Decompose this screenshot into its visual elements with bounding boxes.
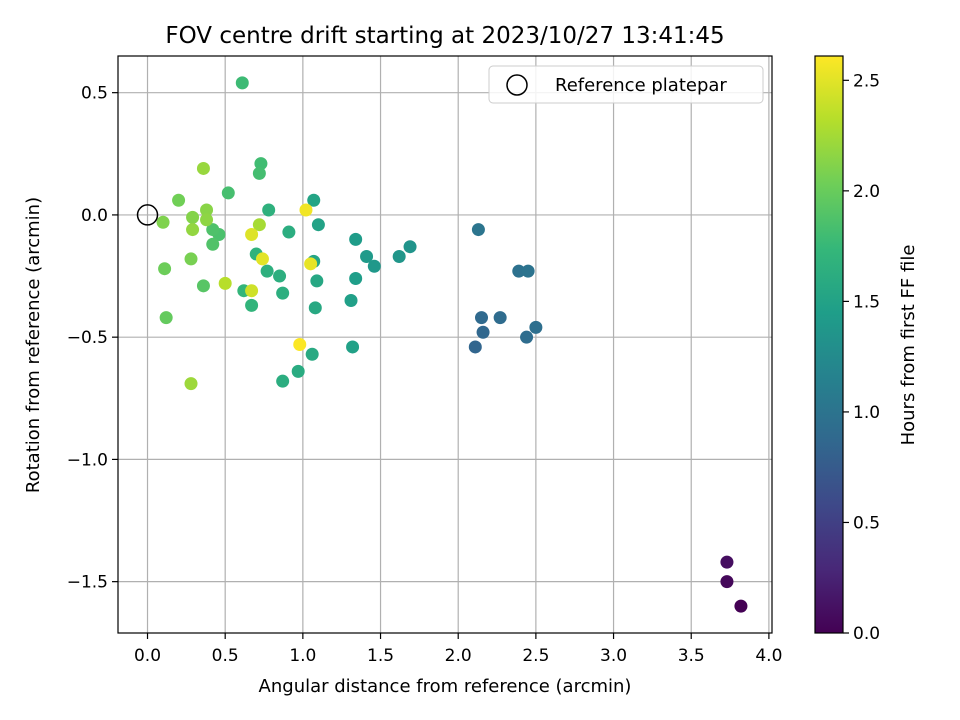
reference-point-marker xyxy=(136,204,159,226)
x-tick-label: 2.0 xyxy=(445,646,472,666)
colorbar-tick-label: 1.5 xyxy=(853,292,880,312)
scatter-points xyxy=(156,76,748,613)
scatter-point xyxy=(520,330,534,344)
scatter-point xyxy=(310,274,324,288)
y-tick-label: 0.5 xyxy=(81,84,108,104)
scatter-point xyxy=(308,301,322,315)
scatter-point xyxy=(344,293,358,307)
scatter-point xyxy=(245,284,259,298)
scatter-point xyxy=(311,218,325,232)
scatter-point xyxy=(367,259,381,273)
y-axis-label: Rotation from reference (arcmin) xyxy=(23,197,44,493)
scatter-point xyxy=(260,264,274,278)
scatter-point xyxy=(252,166,266,180)
scatter-point xyxy=(186,223,200,237)
x-tick-label: 1.0 xyxy=(289,646,316,666)
scatter-point xyxy=(254,157,268,171)
scatter-point xyxy=(282,225,296,239)
scatter-point xyxy=(299,203,313,217)
y-tick-label: −1.5 xyxy=(67,573,108,593)
scatter-point xyxy=(158,262,172,276)
scatter-point xyxy=(493,311,507,325)
scatter-point xyxy=(273,269,287,283)
scatter-point xyxy=(291,364,305,378)
colorbar-tick-label: 1.0 xyxy=(853,403,880,423)
scatter-point xyxy=(521,264,535,278)
x-tick-label: 3.0 xyxy=(600,646,627,666)
plot-background xyxy=(118,56,772,633)
scatter-point xyxy=(529,320,543,334)
scatter-point xyxy=(403,240,417,254)
x-axis-label: Angular distance from reference (arcmin) xyxy=(259,676,632,697)
scatter-point xyxy=(186,210,200,224)
scatter-point xyxy=(276,286,290,300)
scatter-point xyxy=(293,338,307,351)
x-tick-label: 3.5 xyxy=(678,646,705,666)
y-tick-label: 0.0 xyxy=(81,206,108,226)
legend-label: Reference platepar xyxy=(555,75,727,96)
scatter-point xyxy=(184,377,198,391)
scatter-point xyxy=(720,575,734,589)
scatter-point xyxy=(184,252,198,266)
scatter-point xyxy=(305,347,319,361)
scatter-point xyxy=(252,218,266,232)
colorbar-tick-label: 0.0 xyxy=(853,624,880,644)
x-tick-label: 1.5 xyxy=(367,646,394,666)
scatter-point xyxy=(172,193,186,207)
colorbar: 0.0 0.5 1.0 1.5 2.0 2.5 Hours from first FF f… xyxy=(814,55,919,644)
scatter-point xyxy=(218,276,232,290)
scatter-point xyxy=(304,257,318,271)
scatter-point xyxy=(476,325,490,339)
scatter-point xyxy=(307,193,321,207)
scatter-point xyxy=(200,213,214,227)
colorbar-ticks: 0.0 0.5 1.0 1.5 2.0 2.5 xyxy=(843,71,880,644)
scatter-point xyxy=(206,237,220,251)
scatter-point xyxy=(262,203,276,217)
scatter-point xyxy=(734,599,748,613)
scatter-point xyxy=(156,215,170,229)
x-tick-label: 0.0 xyxy=(134,646,161,666)
scatter-point xyxy=(159,311,173,325)
scatter-point xyxy=(346,340,360,354)
x-tick-label: 4.0 xyxy=(755,646,782,666)
y-tick-label: −0.5 xyxy=(67,328,108,348)
y-axis-ticks: −1.5 −1.0 −0.5 0.0 0.5 xyxy=(67,84,118,593)
x-tick-label: 0.5 xyxy=(212,646,239,666)
scatter-point xyxy=(255,252,269,266)
scatter-point xyxy=(200,203,214,217)
scatter-point xyxy=(206,223,220,237)
colorbar-label: Hours from first FF file xyxy=(898,245,919,446)
colorbar-gradient xyxy=(815,56,843,633)
colorbar-tick-label: 2.5 xyxy=(853,71,880,91)
x-axis-ticks: 0.0 0.5 1.0 1.5 2.0 2.5 3.0 3.5 4.0 xyxy=(134,633,782,666)
scatter-point xyxy=(349,232,363,246)
scatter-point xyxy=(392,249,406,263)
legend-marker-open-circle xyxy=(506,74,528,96)
scatter-point xyxy=(221,186,235,200)
scatter-point xyxy=(512,264,526,278)
scatter-point xyxy=(276,374,290,388)
scatter-point xyxy=(235,76,249,90)
scatter-point xyxy=(196,161,210,175)
scatter-point xyxy=(196,279,210,293)
scatter-point xyxy=(360,249,374,263)
colorbar-frame xyxy=(814,55,844,634)
scatter-point xyxy=(720,555,734,569)
colorbar-tick-label: 2.0 xyxy=(853,182,880,202)
x-tick-label: 2.5 xyxy=(522,646,549,666)
chart-title: FOV centre drift starting at 2023/10/27 … xyxy=(165,23,724,49)
scatter-point xyxy=(468,340,482,354)
legend: Reference platepar xyxy=(488,65,764,104)
scatter-point xyxy=(245,227,259,241)
legend-frame xyxy=(488,65,764,104)
scatter-point xyxy=(471,223,485,237)
plot-area: 0.0 0.5 1.0 1.5 2.0 2.5 3.0 3.5 4.0 −1.5 −1.0 −0.5… xyxy=(67,55,782,666)
plot-frame xyxy=(117,55,773,634)
colorbar-tick-label: 0.5 xyxy=(853,513,880,533)
y-tick-label: −1.0 xyxy=(67,450,108,470)
scatter-point xyxy=(349,271,363,285)
scatter-point xyxy=(475,311,489,325)
scatter-point xyxy=(245,298,259,312)
